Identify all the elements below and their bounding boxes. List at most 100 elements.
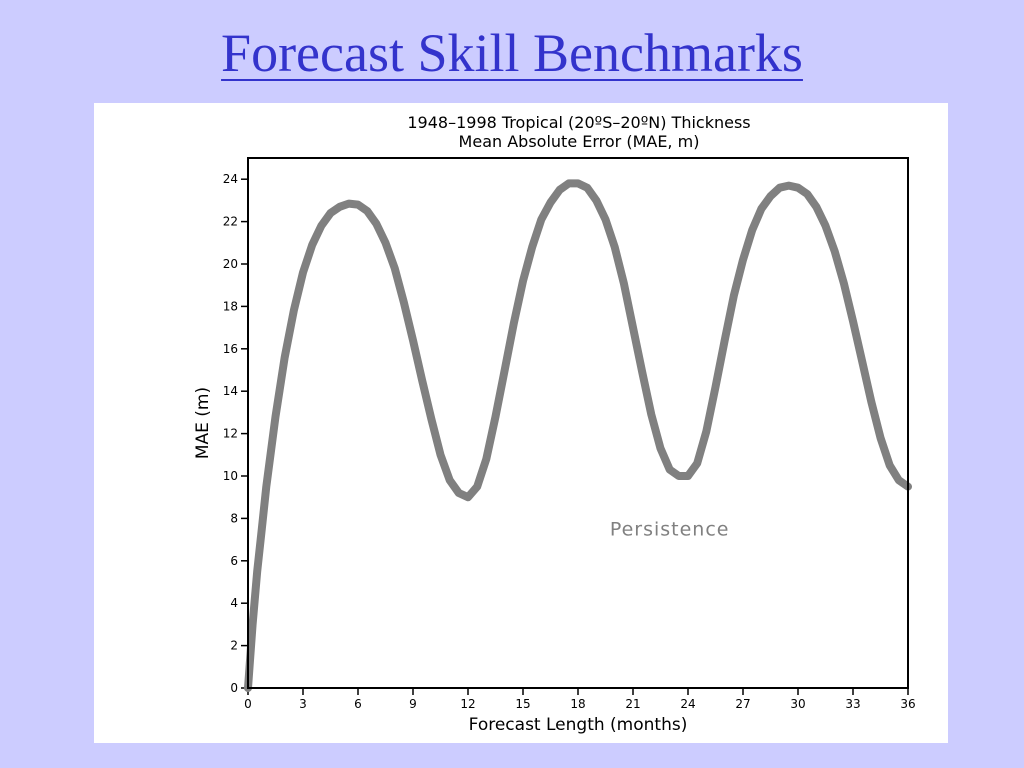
data-point <box>420 378 425 383</box>
data-point <box>566 181 571 186</box>
data-point <box>640 370 645 375</box>
data-point <box>264 484 269 489</box>
x-tick-label: 30 <box>790 697 805 711</box>
x-tick-label: 33 <box>845 697 860 711</box>
x-axis-label: Forecast Length (months) <box>469 715 688 735</box>
data-point <box>777 185 782 190</box>
x-tick-label: 27 <box>735 697 750 711</box>
data-point <box>686 474 690 478</box>
data-point <box>521 279 525 283</box>
x-tick-label: 6 <box>354 697 362 711</box>
data-point <box>759 206 764 211</box>
x-tick-label: 3 <box>299 697 307 711</box>
data-point <box>667 467 672 472</box>
slide-title: Forecast Skill Benchmarks <box>221 23 803 83</box>
series-layer <box>244 179 912 692</box>
data-point <box>539 217 544 222</box>
chart: 1948–1998 Tropical (20ºS–20ºN) Thickness… <box>193 113 916 735</box>
y-axis-label: MAE (m) <box>193 387 213 459</box>
data-point <box>676 474 681 478</box>
y-tick-label: 22 <box>223 215 238 229</box>
y-tick-label: 16 <box>223 342 238 356</box>
data-point <box>704 429 709 434</box>
data-point <box>612 245 617 249</box>
data-point <box>493 414 498 419</box>
data-point <box>337 204 342 209</box>
data-point <box>273 414 278 419</box>
data-point <box>814 204 819 209</box>
data-point <box>887 463 892 468</box>
x-tick-label: 0 <box>244 697 252 711</box>
x-tick-label: 18 <box>570 697 585 711</box>
data-point <box>282 355 287 360</box>
data-point <box>356 202 360 207</box>
data-point <box>548 200 553 205</box>
y-tick-label: 14 <box>223 384 238 398</box>
data-point <box>841 281 846 286</box>
y-tick-label: 12 <box>223 427 238 441</box>
data-point <box>869 399 874 404</box>
y-tick-label: 4 <box>230 596 238 610</box>
y-tick-label: 2 <box>230 639 238 653</box>
data-point <box>658 446 663 451</box>
data-point <box>374 221 379 226</box>
x-tick-label: 24 <box>680 697 695 711</box>
series-line <box>244 179 912 692</box>
data-point <box>695 461 700 466</box>
chart-title: 1948–1998 Tropical (20ºS–20ºN) Thickness <box>407 113 750 132</box>
data-point <box>291 308 296 313</box>
data-point <box>786 183 791 188</box>
data-point <box>438 452 443 457</box>
data-point <box>621 281 626 286</box>
data-point <box>896 478 901 483</box>
y-tick-label: 18 <box>223 299 238 313</box>
chart-subtitle: Mean Absolute Error (MAE, m) <box>459 132 700 151</box>
data-point <box>805 192 810 196</box>
data-point <box>429 416 434 421</box>
y-tick-label: 6 <box>230 554 238 568</box>
x-tick-label: 9 <box>409 697 417 711</box>
data-point <box>576 181 580 186</box>
data-point <box>631 325 635 330</box>
data-point <box>466 495 470 500</box>
data-point <box>741 257 745 262</box>
data-point <box>860 359 865 364</box>
data-point <box>502 368 507 372</box>
data-point <box>259 527 264 531</box>
data-point <box>731 293 736 298</box>
data-point <box>301 270 305 275</box>
data-point <box>851 319 855 324</box>
x-tick-label: 36 <box>900 697 915 711</box>
data-point <box>557 187 562 192</box>
data-point <box>722 338 727 343</box>
data-point <box>346 201 351 206</box>
data-point <box>456 491 461 495</box>
y-tick-label: 10 <box>223 469 238 483</box>
series-annotation: Persistence <box>610 518 730 540</box>
y-tick-label: 8 <box>230 511 238 525</box>
data-point <box>484 457 489 461</box>
data-point <box>594 198 599 203</box>
data-point <box>878 435 883 440</box>
x-tick-label: 21 <box>625 697 640 711</box>
data-point <box>392 266 397 271</box>
data-point <box>447 478 452 483</box>
data-point <box>475 484 480 489</box>
data-point <box>255 569 260 574</box>
annotation-layer: Persistence <box>610 518 730 540</box>
x-tick-label: 15 <box>515 697 530 711</box>
data-point <box>796 185 800 190</box>
data-point <box>310 242 315 247</box>
y-tick-label: 24 <box>223 172 238 186</box>
data-point <box>319 223 324 228</box>
x-tick-label: 12 <box>460 697 475 711</box>
data-point <box>530 245 535 249</box>
chart-panel: 1948–1998 Tropical (20ºS–20ºN) Thickness… <box>94 103 948 743</box>
data-point <box>603 217 608 222</box>
data-point <box>511 321 516 326</box>
data-point <box>401 300 406 305</box>
data-point <box>649 412 654 417</box>
data-point <box>365 209 370 213</box>
data-point <box>832 249 837 254</box>
